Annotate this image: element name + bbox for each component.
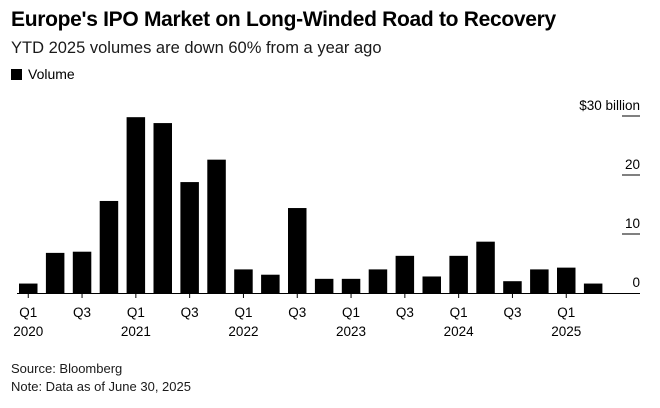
source-note: Source: Bloomberg	[11, 361, 123, 376]
bar	[476, 241, 495, 293]
x-tick-label: Q3	[73, 305, 91, 320]
x-year-label: 2023	[336, 324, 366, 339]
data-note: Note: Data as of June 30, 2025	[11, 379, 191, 394]
bar	[503, 281, 522, 293]
legend-label: Volume	[28, 66, 75, 82]
x-year-label: 2025	[551, 324, 581, 339]
y-tick-label: 20	[625, 157, 640, 172]
bar	[99, 200, 119, 293]
x-year-label: 2021	[121, 324, 151, 339]
x-tick-label: Q1	[234, 305, 252, 320]
bar	[288, 208, 307, 293]
legend-swatch	[11, 68, 22, 80]
x-tick-label: Q1	[557, 305, 575, 320]
x-tick-label: Q1	[127, 305, 145, 320]
bar	[557, 267, 576, 293]
x-tick-label: Q3	[396, 305, 414, 320]
x-tick-label: Q1	[19, 305, 37, 320]
bar	[583, 283, 603, 293]
x-tick-label: Q3	[288, 305, 306, 320]
bar	[153, 123, 172, 293]
bar	[395, 255, 415, 293]
bar	[530, 269, 549, 293]
chart-subtitle: YTD 2025 volumes are down 60% from a yea…	[11, 39, 382, 57]
bar	[422, 276, 441, 293]
bar	[261, 274, 280, 293]
x-tick-label: Q1	[450, 305, 468, 320]
x-year-label: 2022	[228, 324, 258, 339]
y-tick-label: 10	[625, 216, 640, 231]
bar	[72, 251, 92, 293]
y-tick-label: $30 billion	[579, 98, 640, 113]
bar	[314, 278, 334, 293]
y-tick-label: 0	[632, 275, 640, 290]
x-tick-label: Q3	[181, 305, 199, 320]
x-year-label: 2024	[444, 324, 475, 339]
bar	[45, 252, 65, 293]
bar	[449, 255, 468, 293]
x-year-label: 2020	[13, 324, 43, 339]
chart-title: Europe's IPO Market on Long-Winded Road …	[11, 8, 556, 31]
bar	[234, 269, 253, 293]
legend: Volume	[11, 66, 75, 82]
x-tick-label: Q3	[503, 305, 521, 320]
x-tick-label: Q1	[342, 305, 360, 320]
bar	[19, 283, 38, 293]
bar	[180, 182, 199, 293]
bar	[341, 278, 361, 293]
bar	[368, 269, 388, 293]
bar	[126, 117, 146, 294]
bar	[207, 159, 226, 293]
